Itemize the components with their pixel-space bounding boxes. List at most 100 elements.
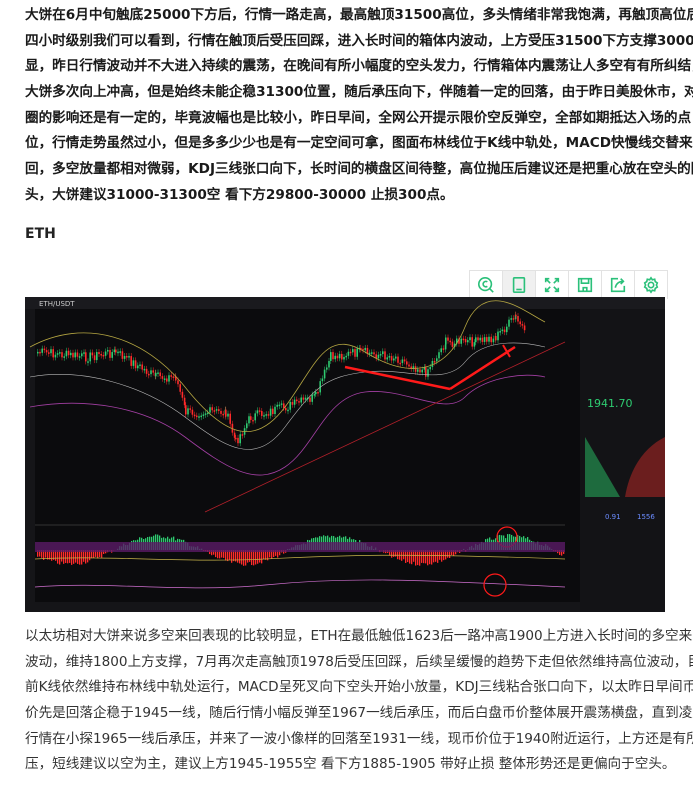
candle xyxy=(412,366,415,369)
candle xyxy=(397,356,399,363)
candle xyxy=(54,354,57,358)
candle xyxy=(89,352,91,362)
candle xyxy=(486,337,488,342)
candle xyxy=(196,415,198,418)
candle xyxy=(81,353,83,357)
candle xyxy=(377,354,380,359)
candle xyxy=(445,337,447,345)
macd-bar xyxy=(267,550,269,561)
depth-bids xyxy=(585,437,620,497)
candle xyxy=(384,351,386,360)
candle xyxy=(185,405,187,415)
candle xyxy=(209,407,211,413)
candle xyxy=(477,337,479,341)
macd-bar xyxy=(425,550,427,564)
macd-bar xyxy=(57,550,59,564)
macd-bar xyxy=(215,550,217,558)
macd-bar xyxy=(407,550,409,563)
candle xyxy=(289,401,291,410)
candle xyxy=(354,349,356,357)
bollinger-upper xyxy=(29,300,546,432)
macd-bar xyxy=(431,550,433,565)
macd-bar xyxy=(93,550,95,558)
save-button[interactable] xyxy=(569,271,602,299)
candle xyxy=(139,364,141,366)
candle xyxy=(390,356,393,361)
candle xyxy=(499,331,501,333)
candle xyxy=(272,408,274,415)
candle xyxy=(222,413,224,416)
macd-bar xyxy=(53,550,55,560)
candle xyxy=(460,338,462,344)
macd-bar xyxy=(391,550,393,558)
candle xyxy=(258,410,261,412)
search-coin-button[interactable] xyxy=(470,271,503,299)
candle xyxy=(150,370,152,375)
candle xyxy=(204,413,207,415)
candle xyxy=(425,367,427,377)
fullscreen-icon xyxy=(544,277,560,293)
macd-bar xyxy=(59,550,61,565)
candle xyxy=(43,348,46,351)
candle xyxy=(497,331,499,341)
candle xyxy=(166,378,168,382)
candle xyxy=(368,352,371,355)
candle xyxy=(278,404,281,407)
candle xyxy=(366,347,369,354)
depth-asks xyxy=(625,437,665,497)
fullscreen-button[interactable] xyxy=(536,271,569,299)
candle xyxy=(406,361,408,365)
candle xyxy=(332,352,334,360)
macd-bar xyxy=(275,550,277,556)
candle xyxy=(143,368,146,371)
candle xyxy=(50,349,52,354)
candle xyxy=(375,354,377,359)
text-line: 行情在小探1965一线后承压，并来了一波小像样的回落至1931一线，现币价位于1… xyxy=(25,730,693,747)
text-line: 压，短线建议以空为主，建议上方1945-1955空 看下方1885-1905 带… xyxy=(25,756,676,773)
candle xyxy=(440,348,442,353)
candle xyxy=(356,348,358,357)
candle xyxy=(433,361,436,363)
macd-bar xyxy=(253,550,255,566)
macd-bar xyxy=(421,550,423,563)
macd-bar xyxy=(277,550,279,558)
macd-bar xyxy=(423,550,425,564)
text-line: 波动，维持1800上方支撑，7月再次走高触顶1978后受压回踩，后续呈缓慢的趋势… xyxy=(25,653,693,670)
candle xyxy=(431,361,434,367)
candle xyxy=(126,356,128,358)
share-button[interactable] xyxy=(602,271,635,299)
settings-button[interactable] xyxy=(635,271,667,299)
candle xyxy=(183,397,186,406)
price-readout: 1941.70 xyxy=(587,397,633,410)
candle xyxy=(326,367,328,370)
btc-analysis-paragraph: 大饼在6月中旬触底25000下方后，行情一路走高，最高触顶31500高位，多头情… xyxy=(25,3,693,209)
macd-bar xyxy=(101,550,103,558)
candle xyxy=(510,318,512,320)
candle xyxy=(267,414,270,416)
macd-bar xyxy=(451,550,453,556)
macd-bar xyxy=(443,550,445,561)
macd-bar xyxy=(243,550,245,566)
macd-bar xyxy=(419,550,421,566)
macd-bar xyxy=(81,550,83,565)
candle xyxy=(237,437,239,444)
candle xyxy=(506,326,508,333)
candle xyxy=(479,337,481,341)
macd-bar xyxy=(435,550,437,562)
candle xyxy=(170,375,172,377)
candle xyxy=(227,413,229,417)
candle xyxy=(393,358,395,361)
candle xyxy=(274,406,276,415)
candle xyxy=(449,340,451,343)
tablet-view-button[interactable] xyxy=(503,271,536,299)
macd-bar xyxy=(265,550,267,560)
macd-bar xyxy=(55,550,57,561)
macd-bar xyxy=(393,550,395,557)
candle xyxy=(107,350,109,352)
macd-bar xyxy=(63,550,65,564)
red-arrow-down xyxy=(344,365,451,391)
macd-bar xyxy=(271,550,273,559)
macd-bar xyxy=(73,550,75,564)
candle xyxy=(115,349,117,353)
candle xyxy=(364,347,366,351)
